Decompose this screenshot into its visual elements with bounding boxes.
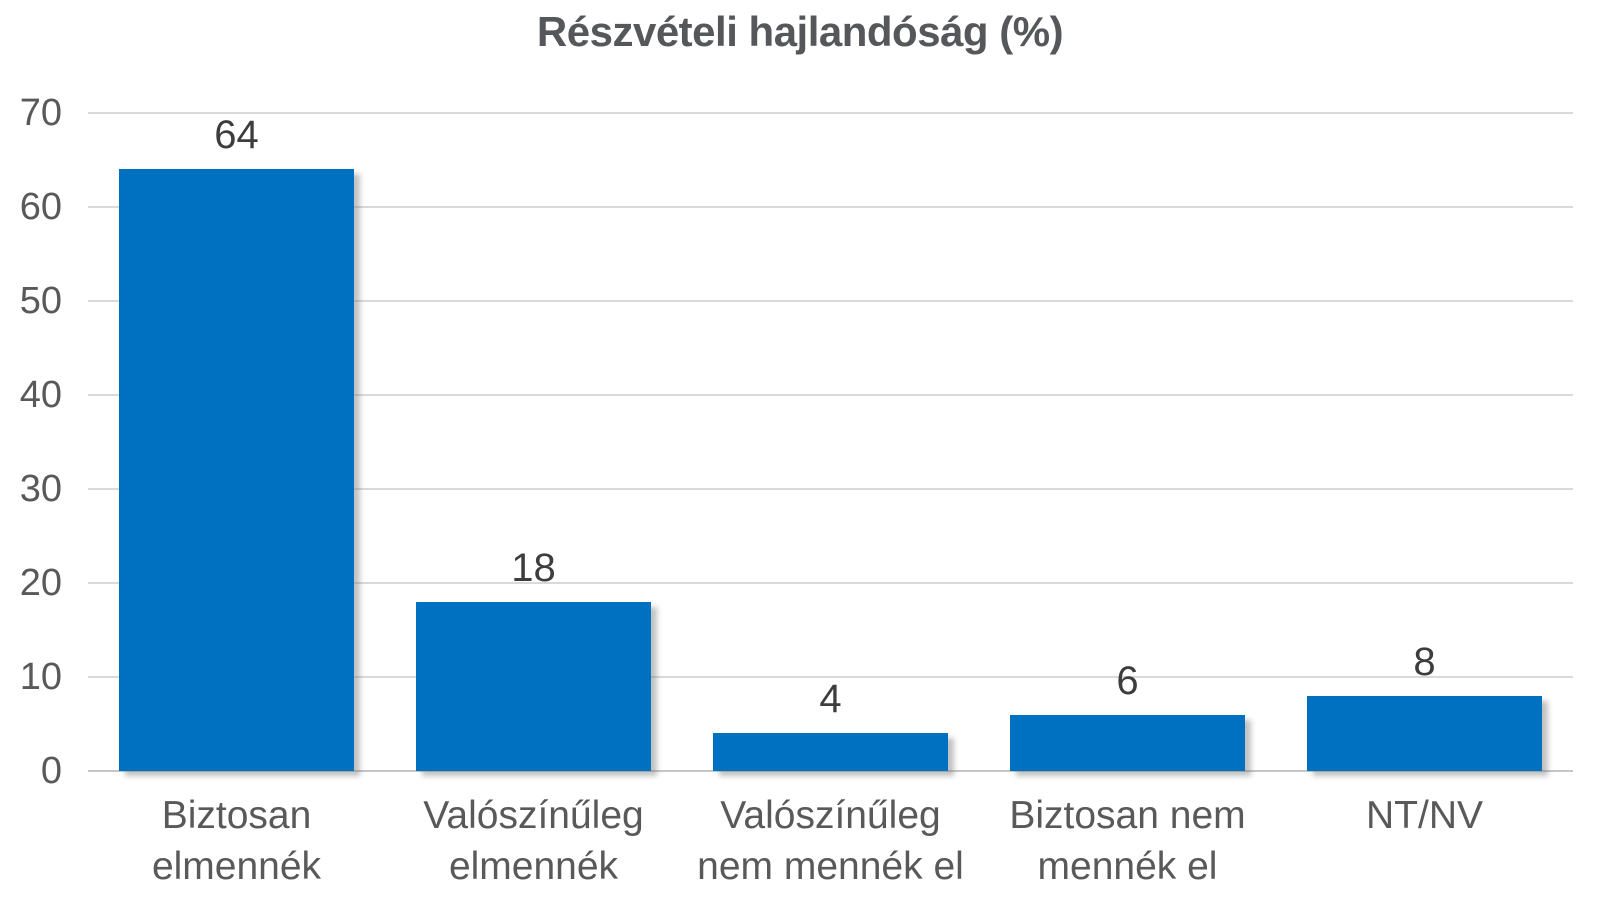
category-label-5: NT/NV (1366, 794, 1483, 837)
gridline-30 (88, 488, 1573, 490)
chart-title: Részvételi hajlandóság (%) (536, 8, 1064, 55)
gridline-70 (88, 112, 1573, 114)
category-label-3: Valószínűleg nem mennék el (697, 794, 964, 889)
y-tick-label-50: 50 (19, 280, 62, 322)
category-label-4: Biztosan nem mennék el (1009, 794, 1246, 889)
gridline-50 (88, 300, 1573, 302)
y-tick-label-0: 0 (40, 750, 62, 792)
category-label-1: Biztosan elmennék (151, 794, 322, 889)
gridline-60 (88, 206, 1573, 208)
category-labels-row: Biztosan elmennék Valószínűleg elmennék Va… (88, 790, 1573, 893)
gridline-10 (88, 676, 1573, 678)
gridlines (88, 112, 1573, 772)
y-axis-labels: 0 10 20 30 40 50 60 70 (0, 94, 62, 790)
bar-1 (119, 169, 354, 771)
bars-row: 64 18 4 6 8 (88, 113, 1573, 771)
bar-4 (1010, 714, 1245, 771)
bar-3 (713, 733, 948, 771)
bar-cell-5: 8 (1276, 113, 1573, 771)
bar-cell-2: 18 (385, 113, 682, 771)
y-tick-label-30: 30 (19, 468, 62, 510)
bar-5 (1307, 695, 1542, 771)
y-tick-label-60: 60 (19, 186, 62, 228)
category-label-2: Valószínűleg elmennék (423, 794, 644, 889)
gridline-40 (88, 394, 1573, 396)
bar-value-label: 4 (819, 677, 842, 722)
bar-cell-3: 4 (682, 113, 979, 771)
y-tick-label-10: 10 (19, 656, 62, 698)
gridline-20 (88, 582, 1573, 584)
bar-cell-4: 6 (979, 113, 1276, 771)
bar-value-label: 64 (214, 113, 259, 158)
bar-value-label: 6 (1116, 658, 1139, 703)
bar-2 (416, 601, 651, 771)
y-tick-label-70: 70 (19, 92, 62, 134)
plot-area: 64 18 4 6 8 (88, 112, 1573, 772)
y-tick-label-40: 40 (19, 374, 62, 416)
bar-value-label: 18 (511, 545, 556, 590)
bar-value-label: 8 (1413, 639, 1436, 684)
bar-cell-1: 64 (88, 113, 385, 771)
y-tick-label-20: 20 (19, 562, 62, 604)
gridline-0 (88, 770, 1573, 772)
